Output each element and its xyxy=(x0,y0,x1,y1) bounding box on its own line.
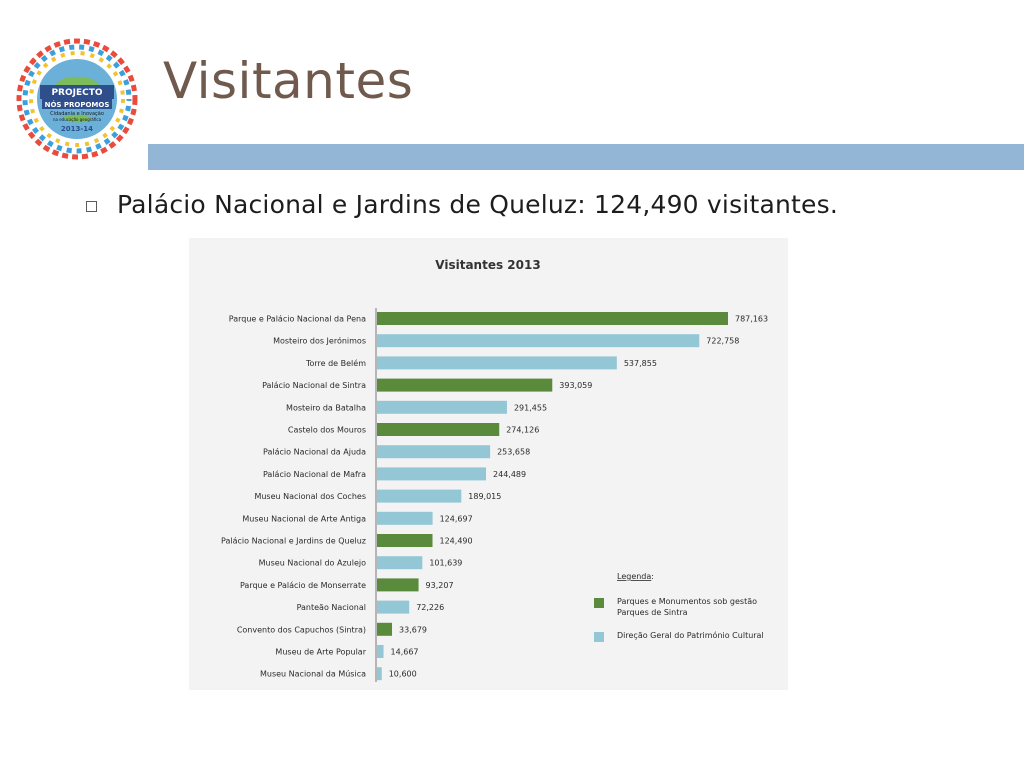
slide-title: Visitantes xyxy=(163,52,414,110)
category-label: Palácio Nacional e Jardins de Queluz xyxy=(221,537,366,546)
value-label: 101,639 xyxy=(429,559,462,568)
chart-title: Visitantes 2013 xyxy=(435,258,540,272)
legend-swatch xyxy=(594,632,604,642)
value-label: 93,207 xyxy=(426,581,454,590)
bar xyxy=(377,378,553,392)
value-label: 787,163 xyxy=(735,315,768,324)
bar xyxy=(377,556,423,570)
logo-line-3: Cidadania e Inovação xyxy=(50,111,104,117)
category-label: Museu de Arte Popular xyxy=(275,648,366,657)
bullet-item: Palácio Nacional e Jardins de Queluz: 12… xyxy=(86,190,838,219)
bar xyxy=(377,445,491,459)
category-label: Parque e Palácio de Monserrate xyxy=(240,581,366,590)
square-bullet-icon xyxy=(86,201,97,212)
category-label: Castelo dos Mouros xyxy=(288,426,366,435)
value-label: 244,489 xyxy=(493,470,526,479)
logo-line-4: na educação geográfica xyxy=(53,117,102,122)
value-label: 291,455 xyxy=(514,403,547,412)
people-ring-icon xyxy=(16,38,138,160)
value-label: 189,015 xyxy=(468,492,501,501)
legend-swatch xyxy=(594,598,604,608)
bar xyxy=(377,534,433,547)
category-label: Parque e Palácio Nacional da Pena xyxy=(229,315,366,324)
bar xyxy=(377,467,487,481)
value-label: 33,679 xyxy=(399,625,427,634)
bar xyxy=(377,600,410,614)
value-label: 393,059 xyxy=(559,381,592,390)
category-label: Museu Nacional do Azulejo xyxy=(259,559,366,568)
logo-line-1: PROJECTO xyxy=(51,88,102,98)
value-label: 253,658 xyxy=(497,448,530,457)
legend-item-label: Direção Geral do Património Cultural xyxy=(617,630,764,640)
bar xyxy=(377,622,393,636)
category-label: Torre de Belém xyxy=(305,358,366,368)
category-label: Museu Nacional de Arte Antiga xyxy=(242,514,366,523)
bar xyxy=(377,334,700,348)
category-label: Palácio Nacional de Mafra xyxy=(263,470,366,479)
category-label: Museu Nacional dos Coches xyxy=(254,492,366,501)
category-label: Museu Nacional da Música xyxy=(260,670,366,679)
category-label: Mosteiro dos Jerónimos xyxy=(273,336,366,346)
bar xyxy=(377,667,382,681)
bar xyxy=(377,578,419,592)
value-label: 72,226 xyxy=(416,603,444,612)
value-label: 722,758 xyxy=(706,337,739,346)
logo-line-2: NÓS PROPOMOS xyxy=(45,100,110,109)
category-label: Convento dos Capuchos (Sintra) xyxy=(237,625,366,634)
value-label: 124,490 xyxy=(440,537,473,546)
visitors-chart: Visitantes 2013 Parque e Palácio Nacional… xyxy=(189,238,788,690)
legend-title: Legenda: xyxy=(617,572,654,581)
category-label: Panteão Nacional xyxy=(297,603,366,612)
bar xyxy=(377,423,500,436)
bullet-text: Palácio Nacional e Jardins de Queluz: 12… xyxy=(117,190,838,219)
legend-item-label-2: Parques de Sintra xyxy=(617,608,688,617)
bar xyxy=(377,511,433,525)
category-label: Palácio Nacional da Ajuda xyxy=(263,448,366,457)
logo-line-5: 2013-14 xyxy=(61,125,93,133)
value-label: 14,667 xyxy=(391,648,419,657)
category-label: Mosteiro da Batalha xyxy=(286,403,366,412)
bar xyxy=(377,356,617,370)
value-label: 10,600 xyxy=(389,670,417,679)
title-underline-bar xyxy=(148,144,1024,170)
value-label: 537,855 xyxy=(624,359,657,368)
chart-svg: Visitantes 2013 Parque e Palácio Nacional… xyxy=(221,258,768,682)
bar xyxy=(377,489,462,503)
legend-item-label: Parques e Monumentos sob gestão xyxy=(617,597,757,606)
project-logo: PROJECTO NÓS PROPOMOS Cidadania e Inovaç… xyxy=(16,38,138,160)
category-label: Palácio Nacional de Sintra xyxy=(262,381,366,390)
value-label: 274,126 xyxy=(506,426,539,435)
bar xyxy=(377,400,507,414)
value-label: 124,697 xyxy=(440,514,473,523)
bar xyxy=(377,312,728,325)
bar xyxy=(377,645,384,658)
